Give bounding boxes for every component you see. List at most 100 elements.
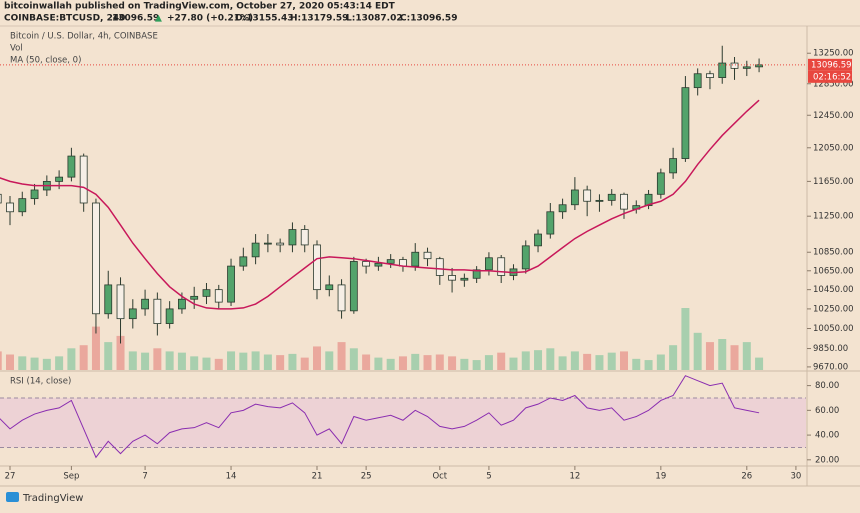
countdown: 02:16:52 (813, 72, 851, 82)
volume-bar (669, 345, 678, 370)
volume-bar (276, 355, 285, 370)
volume-bar (251, 351, 260, 370)
y-tick-label: 9850.00 (813, 344, 848, 354)
x-tick-label: 21 (312, 472, 323, 482)
volume-bar (190, 356, 199, 370)
candle-body (214, 289, 223, 303)
candle-body (423, 251, 432, 260)
volume-bar (742, 342, 751, 370)
y-tick-label: 9670.00 (813, 362, 848, 372)
volume-bar (620, 351, 628, 370)
volume-bar (435, 354, 444, 370)
change: +27.80 (+0.21%) (167, 14, 253, 24)
rsi-line (0, 375, 760, 459)
candle-body (669, 158, 678, 174)
candle-body (79, 155, 88, 204)
candle-body (472, 269, 481, 279)
candle-body (730, 62, 739, 69)
candle-body (460, 277, 469, 281)
y-tick-label: 12850.00 (813, 79, 854, 89)
volume-bar (693, 332, 702, 370)
candle-body (30, 189, 39, 200)
candle-body (263, 242, 272, 245)
candle-body (546, 211, 555, 235)
candle-body (227, 265, 235, 303)
volume-bar (239, 352, 248, 370)
volume-bar (6, 354, 14, 370)
candle-body (55, 176, 64, 182)
volume-bar (755, 357, 764, 370)
x-tick-label: 27 (5, 472, 16, 482)
brand: TradingView (6, 492, 83, 504)
volume-bar (18, 356, 27, 370)
candle-body (681, 87, 690, 159)
x-tick-label: 5 (486, 472, 491, 482)
volume-bar (0, 351, 2, 370)
candle-body (178, 298, 186, 310)
volume-bar (484, 355, 493, 370)
volume-bar (607, 352, 616, 370)
candle-body (251, 242, 260, 258)
x-tick-label: Sep (63, 472, 79, 482)
volume-bar (67, 348, 76, 370)
x-tick-label: 19 (655, 472, 666, 482)
candle-body (521, 245, 530, 270)
candle-body (18, 198, 27, 213)
volume-bar (263, 354, 272, 370)
x-tick-label: Oct (432, 472, 447, 482)
candle-body (313, 244, 321, 291)
volume-bar (349, 348, 358, 370)
candle-body (534, 233, 542, 247)
volume-bar (300, 357, 309, 370)
volume-bar (632, 358, 641, 370)
candle-body (570, 189, 579, 206)
y-tick-label: 12450.00 (813, 111, 854, 121)
y-tick-label: 11250.00 (813, 212, 854, 222)
y-tick-label: 13250.00 (813, 49, 854, 59)
countdown-box (808, 70, 852, 83)
x-tick-label: 12 (569, 472, 580, 482)
volume-bar (681, 308, 690, 370)
volume-bar (91, 326, 100, 370)
volume-bar (313, 346, 321, 370)
rsi-y-tick-label: 60.00 (815, 406, 839, 416)
ma-line (0, 99, 760, 310)
volume-bar (583, 353, 592, 370)
high: H:13179.59 (290, 14, 348, 24)
brand-logo (6, 492, 19, 502)
volume-bar (325, 351, 334, 370)
volume-bar (472, 360, 481, 370)
volume-bar (79, 345, 88, 370)
candle-body (411, 251, 420, 267)
x-tick-label: 25 (361, 472, 372, 482)
volume-bar (448, 356, 457, 370)
rsi-y-tick-label: 20.00 (815, 455, 839, 465)
candle-body (153, 298, 162, 324)
volume-bar (509, 357, 518, 370)
y-tick-label: 10650.00 (813, 266, 854, 276)
volume-bar (521, 351, 530, 370)
candle-body (141, 298, 149, 310)
candle-body (386, 259, 395, 264)
volume-label: Vol (10, 44, 23, 54)
candle-body (656, 172, 665, 195)
volume-bar (141, 352, 150, 370)
candle-body (742, 66, 751, 69)
candle-body (583, 189, 592, 202)
candle-body (374, 262, 383, 267)
volume-bar (214, 358, 223, 370)
volume-bar (128, 351, 137, 370)
volume-bar (656, 354, 665, 370)
x-tick-label: 30 (791, 472, 802, 482)
volume-bar (730, 345, 739, 370)
rsi-band (0, 397, 806, 448)
candle-body (104, 284, 113, 315)
candle-body (165, 308, 174, 324)
volume-bar (534, 350, 543, 370)
candle-body (718, 62, 727, 78)
volume-bar (362, 354, 371, 370)
open: O:13155.43 (235, 14, 294, 24)
candle-body (485, 257, 493, 271)
